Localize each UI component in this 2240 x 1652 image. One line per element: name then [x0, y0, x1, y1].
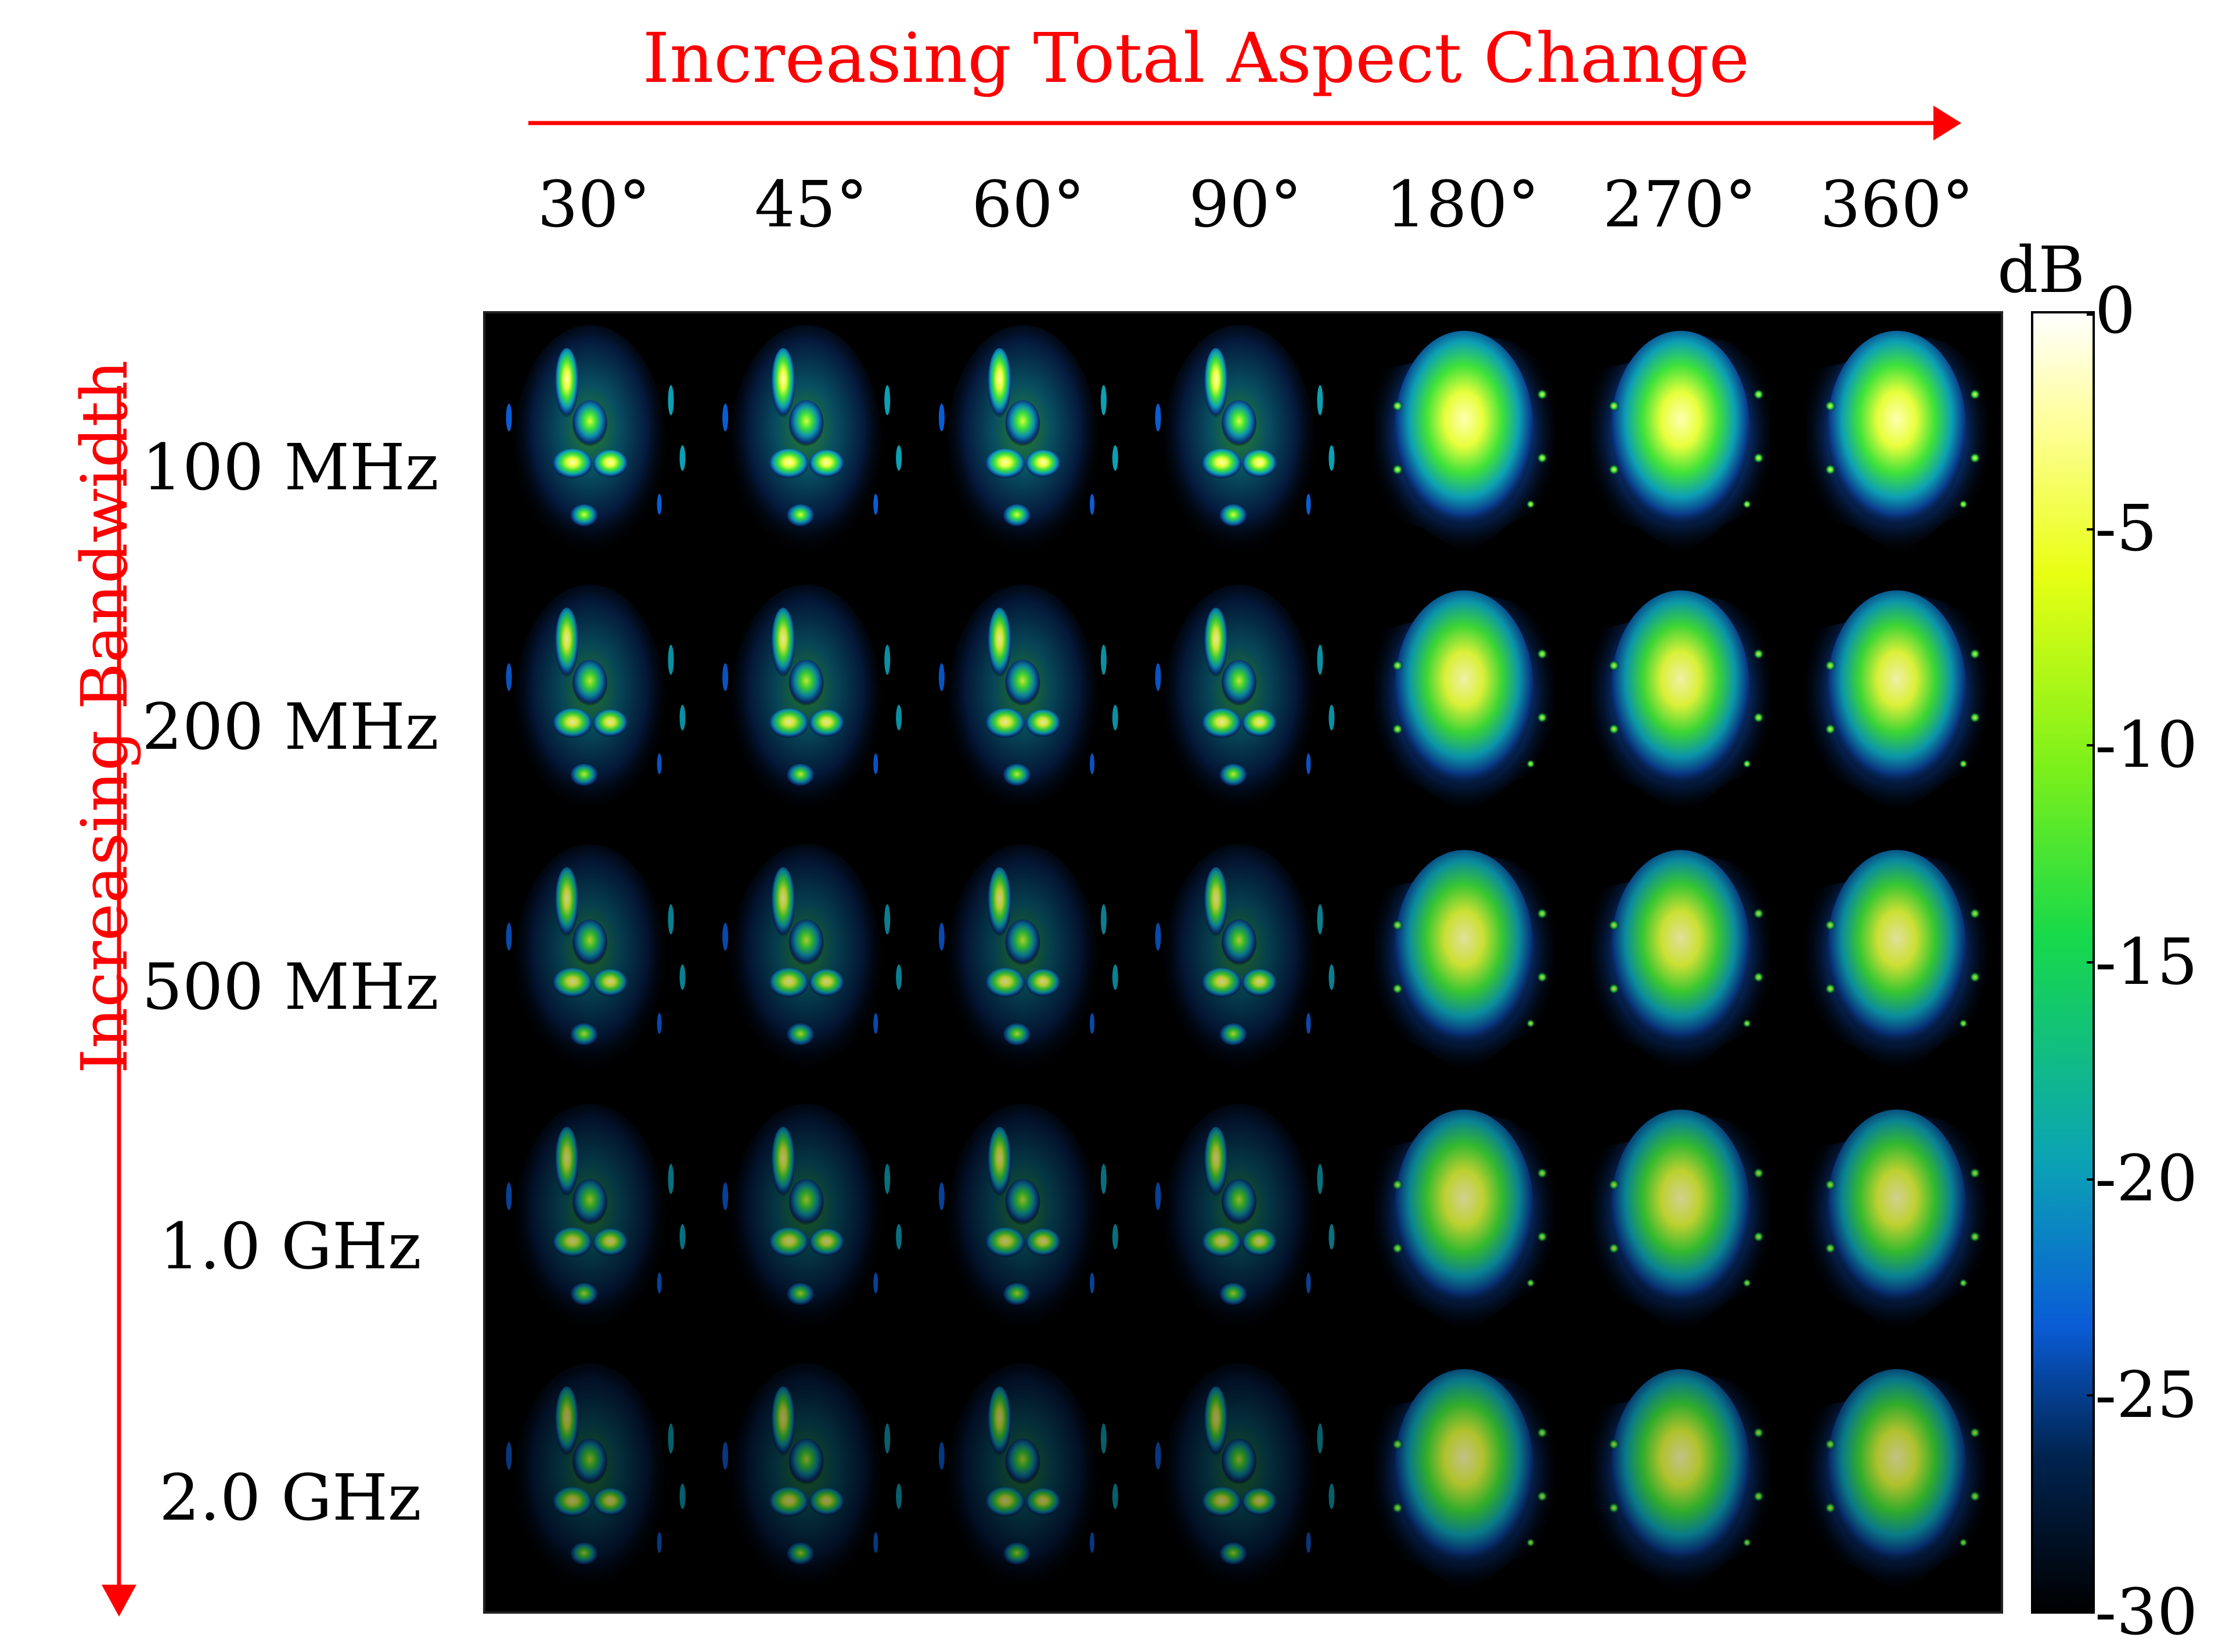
radar-image-tile	[1807, 590, 1987, 816]
radar-image-tile	[938, 324, 1118, 557]
colorbar-tickmark	[2087, 1610, 2095, 1613]
radar-image-tile	[938, 844, 1118, 1076]
column-label-45: 45°	[754, 167, 868, 241]
colorbar-tickmark	[2087, 1394, 2095, 1397]
radar-image-tile	[722, 844, 902, 1076]
radar-image-tile	[938, 1103, 1118, 1335]
row-label-100mhz: 100 MHz	[142, 430, 439, 504]
aspect-change-arrow	[528, 106, 1961, 140]
column-label-30: 30°	[537, 167, 651, 241]
radar-image-tile	[1155, 844, 1335, 1076]
colorbar-tickmark	[2087, 313, 2095, 316]
colorbar-tick-0: 0	[2095, 273, 2135, 348]
radar-image-tile	[1807, 1369, 1987, 1595]
column-label-270: 270°	[1602, 167, 1757, 241]
colorbar-tick-minus30: -30	[2095, 1575, 2198, 1649]
radar-image-tile	[1590, 1369, 1770, 1595]
radar-image-tile	[506, 1363, 686, 1595]
radar-image-tile	[938, 585, 1118, 816]
colorbar-tickmark	[2087, 528, 2095, 531]
aspect-change-title: Increasing Total Aspect Change	[642, 18, 1750, 98]
radar-image-tile	[506, 844, 686, 1076]
colorbar-tick-minus20: -20	[2095, 1141, 2198, 1215]
radar-image-tile	[722, 1103, 902, 1335]
radar-image-tile	[1374, 590, 1554, 816]
column-label-90: 90°	[1189, 167, 1302, 241]
radar-image-tile	[1374, 330, 1554, 557]
radar-image-tile	[1807, 1109, 1987, 1335]
row-label-2ghz: 2.0 GHz	[159, 1460, 422, 1535]
colorbar	[2031, 311, 2095, 1614]
colorbar-tick-minus25: -25	[2095, 1358, 2198, 1432]
colorbar-unit: dB	[1997, 233, 2086, 307]
radar-image-grid	[483, 311, 2003, 1614]
radar-image-tile	[1155, 324, 1335, 557]
colorbar-tick-minus10: -10	[2095, 708, 2198, 782]
radar-image-tile	[722, 585, 902, 816]
radar-image-tile	[506, 585, 686, 816]
radar-image-tile	[1590, 1109, 1770, 1335]
bandwidth-arrow	[102, 386, 136, 1617]
colorbar-tickmark	[2087, 961, 2095, 964]
row-label-200mhz: 200 MHz	[142, 690, 439, 764]
colorbar-tick-minus5: -5	[2095, 491, 2158, 565]
column-label-360: 360°	[1820, 167, 1974, 241]
row-label-500mhz: 500 MHz	[142, 950, 439, 1024]
colorbar-tick-minus15: -15	[2095, 925, 2198, 999]
radar-image-tile	[1155, 585, 1335, 816]
colorbar-tickmark	[2087, 744, 2095, 746]
colorbar-tickmark	[2087, 1178, 2095, 1181]
radar-image-tile	[1590, 330, 1770, 557]
radar-image-tile	[1374, 1369, 1554, 1595]
radar-image-tile	[1590, 850, 1770, 1076]
radar-image-tile	[722, 1363, 902, 1595]
radar-image-tile	[1807, 850, 1987, 1076]
radar-image-tile	[722, 324, 902, 557]
radar-image-tile	[938, 1363, 1118, 1595]
row-label-1ghz: 1.0 GHz	[159, 1209, 422, 1283]
column-label-60: 60°	[971, 167, 1085, 241]
radar-image-tile	[506, 324, 686, 557]
radar-image-tile	[1590, 590, 1770, 816]
radar-image-tile	[1374, 850, 1554, 1076]
radar-image-tile	[1374, 1109, 1554, 1335]
radar-image-tile	[1155, 1363, 1335, 1595]
radar-image-tile	[1807, 330, 1987, 557]
radar-image-tile	[1155, 1103, 1335, 1335]
column-label-180: 180°	[1385, 167, 1540, 241]
radar-image-tile	[506, 1103, 686, 1335]
